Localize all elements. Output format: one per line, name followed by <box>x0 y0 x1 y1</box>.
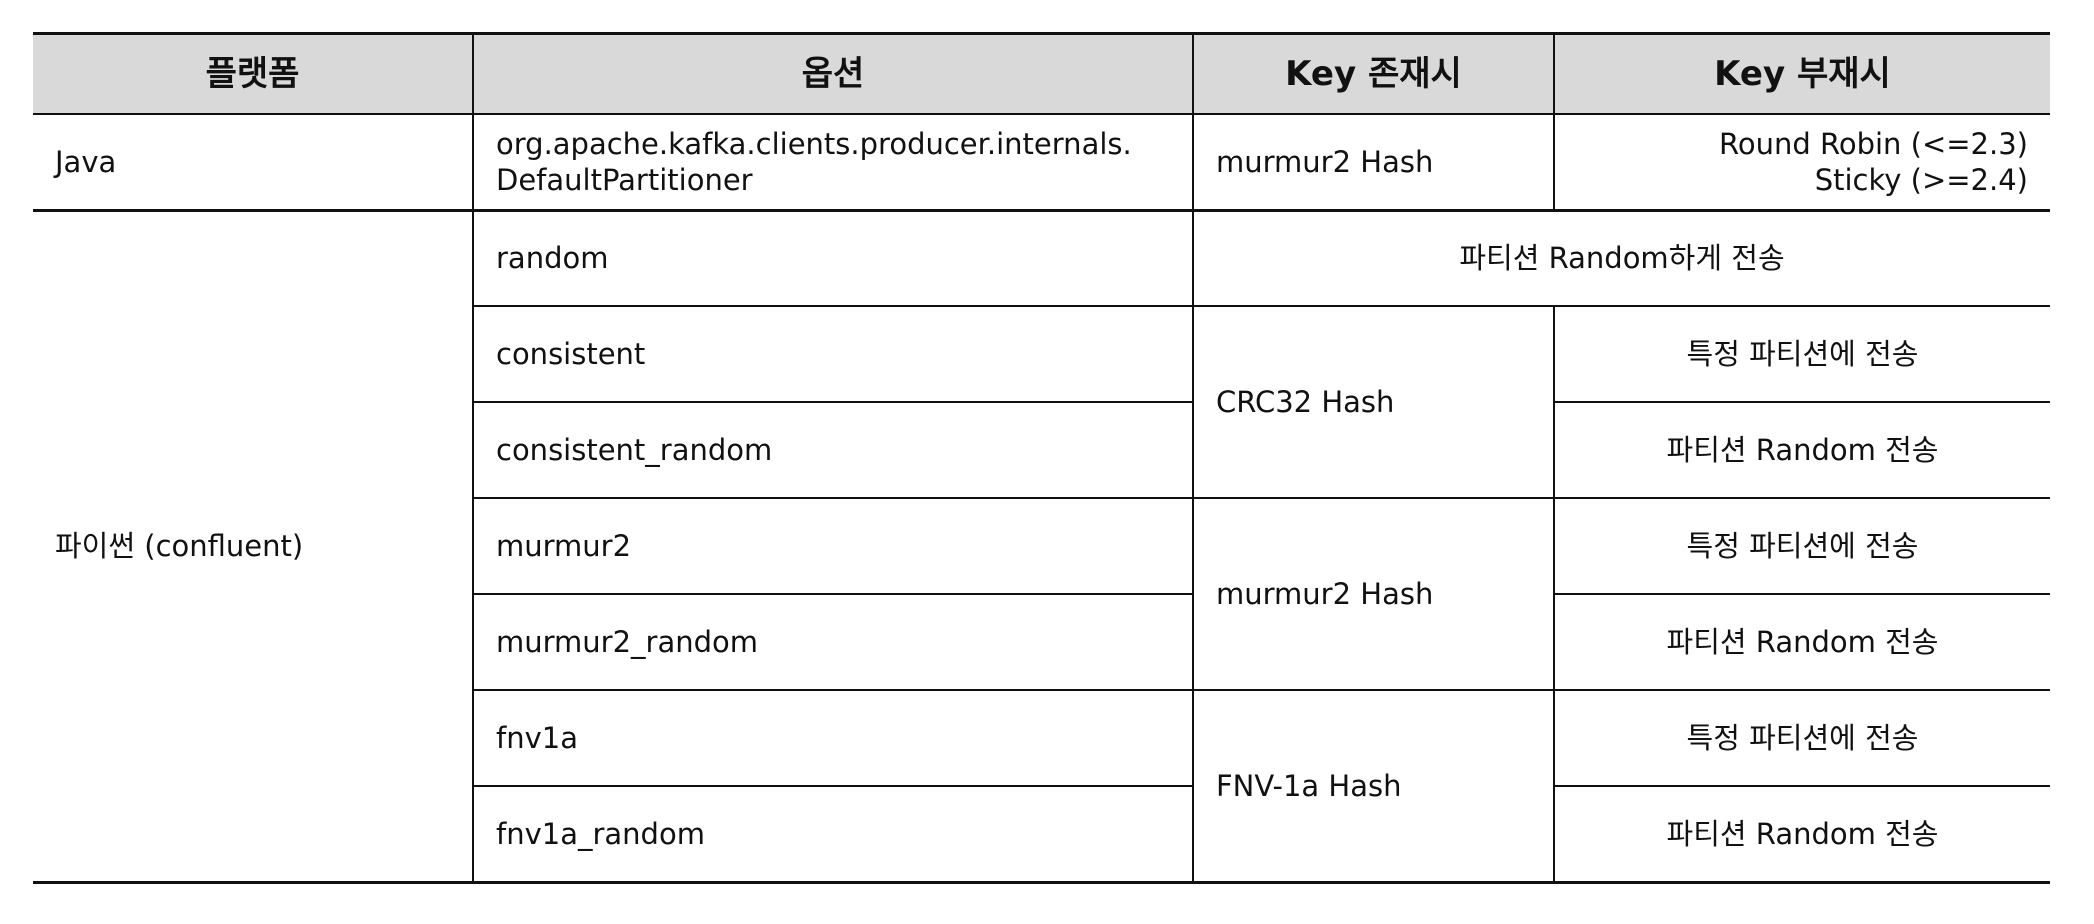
option-cell-consistent-random: consistent_random <box>473 401 1194 499</box>
header-key-absent: Key 부재시 <box>1553 32 2050 115</box>
table-row-fnv1a-random: fnv1a_random 파티션 Random 전송 <box>33 785 2050 884</box>
option-cell-murmur2: murmur2 <box>473 497 1194 595</box>
platform-cell-java: Java <box>33 113 474 212</box>
option-java-line1: org.apache.kafka.clients.producer.intern… <box>496 126 1132 161</box>
header-option: 옵션 <box>472 32 1194 115</box>
key-absent-cell-murmur2-random: 파티션 Random 전송 <box>1553 593 2050 691</box>
option-cell-java: org.apache.kafka.clients.producer.intern… <box>472 113 1194 212</box>
key-absent-cell-java: Round Robin (<=2.3) Sticky (>=2.4) <box>1553 113 2050 212</box>
option-cell-random: random <box>472 209 1194 307</box>
key-present-cell-java: murmur2 Hash <box>1192 113 1555 212</box>
key-present-cell-fnv1a: FNV-1a Hash <box>1192 689 1555 884</box>
key-absent-java-line2: Sticky (>=2.4) <box>1814 162 2028 197</box>
header-platform: 플랫폼 <box>33 32 474 115</box>
key-present-cell-crc32: CRC32 Hash <box>1192 305 1555 499</box>
option-cell-murmur2-random: murmur2_random <box>473 593 1194 691</box>
option-java-line2: DefaultPartitioner <box>496 162 753 197</box>
random-both-cell: 파티션 Random하게 전송 <box>1192 209 2050 307</box>
key-absent-cell-fnv1a: 특정 파티션에 전송 <box>1553 689 2050 787</box>
table-row-murmur2: murmur2 murmur2 Hash 특정 파티션에 전송 <box>33 497 2050 691</box>
key-absent-cell-consistent: 특정 파티션에 전송 <box>1553 305 2050 403</box>
key-absent-java-line1: Round Robin (<=2.3) <box>1719 126 2028 161</box>
key-present-cell-murmur2: murmur2 Hash <box>1192 497 1555 691</box>
header-row: 플랫폼 옵션 Key 존재시 Key 부재시 <box>33 32 2050 115</box>
platform-cell-python: 파이썬 (confluent) <box>33 209 474 884</box>
option-cell-fnv1a: fnv1a <box>473 689 1194 787</box>
option-cell-fnv1a-random: fnv1a_random <box>473 785 1194 884</box>
table-row-random: 파이썬 (confluent) random 파티션 Random하게 전송 <box>33 209 2050 884</box>
key-absent-cell-fnv1a-random: 파티션 Random 전송 <box>1553 785 2050 884</box>
table-row-consistent-random: consistent_random 파티션 Random 전송 <box>33 401 2050 499</box>
table-row-java: Java org.apache.kafka.clients.producer.i… <box>33 113 2050 212</box>
option-cell-consistent: consistent <box>473 305 1194 403</box>
table-row-murmur2-random: murmur2_random 파티션 Random 전송 <box>33 593 2050 691</box>
header-key-present: Key 존재시 <box>1192 32 1555 115</box>
table-row-fnv1a: fnv1a FNV-1a Hash 특정 파티션에 전송 <box>33 689 2050 884</box>
table-row-consistent: consistent CRC32 Hash 특정 파티션에 전송 <box>33 305 2050 499</box>
key-absent-cell-murmur2: 특정 파티션에 전송 <box>1553 497 2050 595</box>
key-absent-cell-consistent-random: 파티션 Random 전송 <box>1553 401 2050 499</box>
partitioner-comparison-table: 플랫폼 옵션 Key 존재시 Key 부재시 Java org.apache.k… <box>33 32 2050 884</box>
